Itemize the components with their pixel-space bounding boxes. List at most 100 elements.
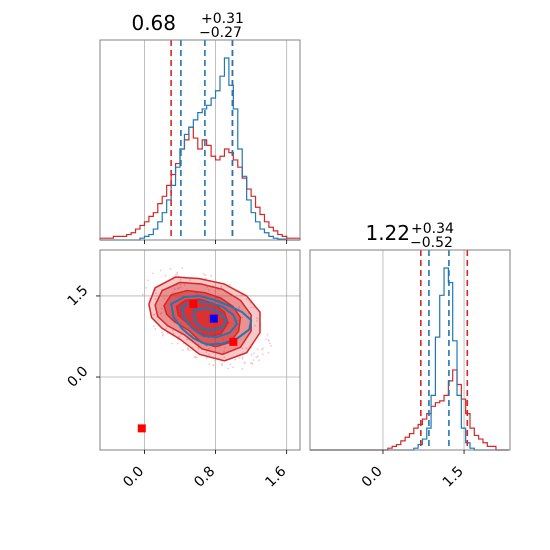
title-1-value: 0.68 xyxy=(131,11,176,35)
scatter-sample-point xyxy=(260,348,263,351)
scatter-sample-point xyxy=(178,335,181,338)
scatter-sample-point xyxy=(187,349,189,351)
scatter-sample-point xyxy=(161,331,163,334)
x-tick-label-parameter-2: 1.5 xyxy=(440,464,467,491)
scatter-sample-point xyxy=(241,316,244,319)
scatter-sample-point xyxy=(241,347,244,350)
scatter-sample-point xyxy=(163,294,166,297)
scatter-sample-point xyxy=(179,283,182,286)
scatter-sample-point xyxy=(255,356,258,359)
scatter-sample-point xyxy=(243,362,246,365)
marker-red-square xyxy=(229,337,238,346)
scatter-sample-point xyxy=(185,338,188,341)
scatter-sample-point xyxy=(249,361,252,364)
scatter-sample-point xyxy=(238,307,241,310)
scatter-sample-point xyxy=(266,333,269,336)
scatter-sample-point xyxy=(213,359,216,362)
scatter-sample-point xyxy=(180,286,182,289)
scatter-sample-point xyxy=(234,358,237,361)
panel-frame xyxy=(99,249,301,451)
histogram-blue-series xyxy=(310,267,509,451)
scatter-sample-point xyxy=(252,359,255,361)
scatter-sample-point xyxy=(189,349,191,352)
scatter-sample-point xyxy=(212,364,215,367)
scatter-sample-point xyxy=(178,287,180,289)
scatter-sample-point xyxy=(172,332,175,335)
scatter-sample-point xyxy=(181,267,184,269)
contour-red-level xyxy=(175,298,229,338)
scatter-sample-point xyxy=(238,357,241,359)
scatter-sample-point xyxy=(227,367,230,370)
scatter-sample-point xyxy=(223,346,226,349)
histogram-red-series xyxy=(310,369,509,451)
scatter-sample-point xyxy=(162,333,164,335)
scatter-sample-point xyxy=(251,362,254,365)
scatter-sample-point xyxy=(210,275,213,277)
scatter-sample-point xyxy=(267,351,270,354)
scatter-sample-point xyxy=(223,356,226,359)
scatter-sample-point xyxy=(245,298,248,301)
scatter-sample-point xyxy=(270,344,272,347)
histogram-parameter-1 xyxy=(99,39,301,244)
histogram-parameter-2: 0.0 1.5 xyxy=(309,249,511,491)
title-1-lower: −0.27 xyxy=(199,25,242,41)
scatter-sample-point xyxy=(232,366,234,369)
scatter-sample-point xyxy=(202,273,205,275)
scatter-sample-point xyxy=(169,268,172,270)
scatter-sample-point xyxy=(163,297,166,300)
scatter-sample-point xyxy=(256,355,259,358)
scatter-sample-point xyxy=(175,273,177,276)
scatter-sample-point xyxy=(241,357,244,360)
scatter-sample-point xyxy=(145,286,148,289)
scatter-sample-point xyxy=(181,349,184,352)
scatter-sample-point xyxy=(176,272,179,275)
scatter-sample-point xyxy=(228,283,231,286)
scatter-sample-point xyxy=(152,313,155,316)
contour-blue-level xyxy=(180,300,239,339)
scatter-sample-point xyxy=(172,329,174,332)
histogram-red-series xyxy=(99,126,301,240)
x-tick-label-parameter-1: 0.0 xyxy=(120,464,147,491)
x-tick-label-parameter-1: 1.6 xyxy=(262,463,289,490)
scatter-sample-point xyxy=(250,306,253,309)
scatter-sample-point xyxy=(221,363,223,365)
scatter-sample-point xyxy=(173,288,176,291)
marker-red-square xyxy=(189,300,198,309)
scatter-sample-point xyxy=(160,311,163,314)
scatter-sample-point xyxy=(176,342,179,345)
x-tick-label-parameter-1: 0.8 xyxy=(191,464,218,491)
scatter-sample-point xyxy=(189,279,191,281)
contour-blue-level xyxy=(193,306,228,332)
scatter-sample-point xyxy=(267,339,270,341)
scatter-sample-point xyxy=(208,347,210,350)
scatter-sample-point xyxy=(205,286,208,289)
scatter-sample-point xyxy=(208,289,210,291)
scatter-sample-point xyxy=(204,274,207,277)
scatter-sample-point xyxy=(171,342,173,345)
scatter-sample-point xyxy=(159,269,162,272)
scatter-sample-point xyxy=(160,307,163,310)
scatter-sample-point xyxy=(205,357,208,360)
x-tick-label-parameter-2: 0.0 xyxy=(359,464,386,491)
scatter-sample-point xyxy=(155,292,157,295)
title-1-upper: +0.31 xyxy=(201,11,244,27)
scatter-sample-point xyxy=(141,293,144,296)
marker-red-square xyxy=(137,424,146,433)
title-2-lower: −0.52 xyxy=(410,235,453,251)
histogram-blue-series xyxy=(100,57,300,241)
scatter-sample-point xyxy=(165,327,168,330)
y-tick-label-parameter-2: 0.0 xyxy=(64,363,91,390)
y-tick-label-parameter-2: 1.5 xyxy=(64,282,91,309)
scatter-sample-point xyxy=(240,293,243,296)
scatter-sample-point xyxy=(162,334,165,337)
scatter-sample-point xyxy=(261,347,264,350)
scatter-sample-point xyxy=(264,338,267,341)
scatter-sample-point xyxy=(241,368,244,370)
scatter-sample-point xyxy=(208,363,211,366)
scatter-sample-point xyxy=(252,352,255,355)
scatter-sample-point xyxy=(269,342,271,345)
title-2-value: 1.22 xyxy=(365,221,410,245)
title-parameter-2: 1.22 +0.34 −0.52 xyxy=(365,221,454,251)
marker-blue-square xyxy=(209,314,218,323)
